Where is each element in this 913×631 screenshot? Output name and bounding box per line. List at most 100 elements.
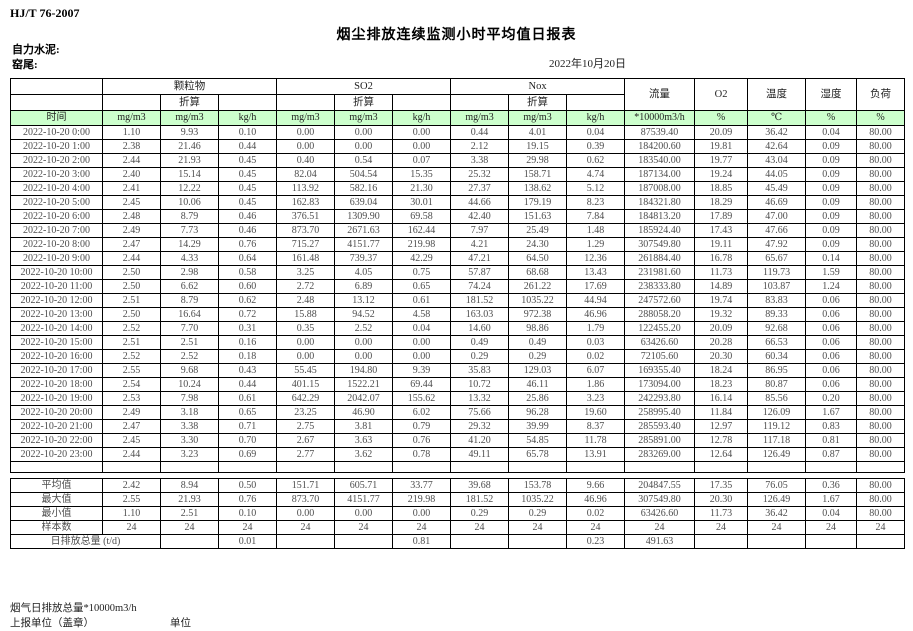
row-value: 15.35 [391, 167, 452, 182]
row-value: 23.25 [276, 405, 335, 420]
row-value: 27.37 [450, 181, 510, 196]
row-value: 4.05 [334, 265, 393, 280]
row-value: 20.09 [694, 125, 749, 140]
row-value: 13.91 [566, 447, 626, 462]
row-value: 2.44 [102, 251, 161, 266]
row-value: 3.23 [160, 447, 219, 462]
summary-value: 181.52 [450, 492, 510, 507]
row-value: 12.36 [566, 251, 626, 266]
row-value: 80.00 [856, 237, 906, 252]
row-value: 74.24 [450, 279, 510, 294]
row-value: 42.64 [747, 139, 807, 154]
empty-cell [391, 461, 452, 473]
report-unit-label: 上报单位（盖章） [10, 618, 94, 629]
row-value: 80.00 [856, 433, 906, 448]
row-value: 2.44 [102, 153, 161, 168]
time-header: 时间 [10, 110, 103, 126]
time-header-spacer [10, 78, 103, 95]
row-value: 47.92 [747, 237, 807, 252]
row-value: 17.89 [694, 209, 749, 224]
row-value: 1035.22 [508, 293, 568, 308]
row-value: 0.43 [218, 363, 277, 378]
row-value: 2.45 [102, 433, 161, 448]
row-value: 2.38 [102, 139, 161, 154]
daily-total-value [856, 534, 906, 549]
row-value: 55.45 [276, 363, 335, 378]
row-value: 47.21 [450, 251, 510, 266]
row-value: 715.27 [276, 237, 335, 252]
row-value: 184321.80 [624, 195, 696, 210]
row-value: 7.84 [566, 209, 626, 224]
row-value: 873.70 [276, 223, 335, 238]
row-value: 103.87 [747, 279, 807, 294]
summary-value: 20.30 [694, 492, 749, 507]
row-value: 80.87 [747, 377, 807, 392]
row-time: 2022-10-20 17:00 [10, 363, 103, 378]
table-row: 2022-10-20 9:00 2.44 4.33 0.64 161.48 739.37 4… [10, 251, 906, 266]
row-value: 2.45 [102, 195, 161, 210]
summary-value: 17.35 [694, 478, 749, 493]
row-value: 0.00 [276, 139, 335, 154]
table-row: 2022-10-20 4:00 2.41 12.22 0.45 113.92 582.16… [10, 181, 906, 196]
summary-value: 0.76 [218, 492, 277, 507]
row-value: 0.69 [218, 447, 277, 462]
row-value: 80.00 [856, 223, 906, 238]
row-value: 2.47 [102, 419, 161, 434]
table-row: 2022-10-20 19:00 2.53 7.98 0.61 642.29 2042.0… [10, 391, 906, 406]
summary-value: 11.73 [694, 506, 749, 521]
row-value: 14.89 [694, 279, 749, 294]
summary-value: 2.55 [102, 492, 161, 507]
row-value: 6.89 [334, 279, 393, 294]
table-row: 2022-10-20 16:00 2.52 2.52 0.18 0.00 0.00 0.00… [10, 349, 906, 364]
row-value: 376.51 [276, 209, 335, 224]
row-value: 80.00 [856, 279, 906, 294]
empty-cell [276, 94, 335, 111]
summary-value: 219.98 [391, 492, 452, 507]
summary-value: 24 [450, 520, 510, 535]
row-value: 45.49 [747, 181, 807, 196]
row-value: 16.14 [694, 391, 749, 406]
row-value: 2.50 [102, 265, 161, 280]
row-value: 25.86 [508, 391, 568, 406]
row-value: 0.45 [218, 167, 277, 182]
row-value: 1522.21 [334, 377, 393, 392]
row-value: 161.48 [276, 251, 335, 266]
summary-label: 最大值 [10, 492, 103, 507]
daily-total-row: 日排放总量 (t/d) 0.01 0.81 0.23 491.63 [10, 534, 906, 549]
summary-value: 24 [102, 520, 161, 535]
row-value: 184813.20 [624, 209, 696, 224]
row-value: 21.30 [391, 181, 452, 196]
row-value: 219.98 [391, 237, 452, 252]
row-value: 2.52 [102, 349, 161, 364]
row-value: 17.43 [694, 223, 749, 238]
row-value: 80.00 [856, 125, 906, 140]
summary-value: 24 [694, 520, 749, 535]
row-value: 0.06 [805, 349, 858, 364]
summary-value: 80.00 [856, 506, 906, 521]
row-value: 80.00 [856, 265, 906, 280]
summary-value: 1.67 [805, 492, 858, 507]
summary-value: 0.00 [276, 506, 335, 521]
row-value: 29.32 [450, 419, 510, 434]
summary-value: 126.49 [747, 492, 807, 507]
row-value: 86.95 [747, 363, 807, 378]
standard-code: HJ/T 76-2007 [10, 6, 80, 20]
summary-value: 8.94 [160, 478, 219, 493]
blank-row [10, 461, 906, 473]
summary-value: 0.29 [508, 506, 568, 521]
row-value: 119.73 [747, 265, 807, 280]
row-value: 44.05 [747, 167, 807, 182]
row-value: 285593.40 [624, 419, 696, 434]
row-value: 0.00 [391, 125, 452, 140]
row-value: 46.69 [747, 195, 807, 210]
row-time: 2022-10-20 15:00 [10, 335, 103, 350]
summary-value: 24 [391, 520, 452, 535]
summary-value: 0.29 [450, 506, 510, 521]
daily-total-value [805, 534, 858, 549]
row-value: 0.10 [218, 125, 277, 140]
row-value: 20.09 [694, 321, 749, 336]
row-value: 0.72 [218, 307, 277, 322]
row-value: 4.33 [160, 251, 219, 266]
row-value: 47.66 [747, 223, 807, 238]
daily-total-value: 0.23 [566, 534, 626, 549]
